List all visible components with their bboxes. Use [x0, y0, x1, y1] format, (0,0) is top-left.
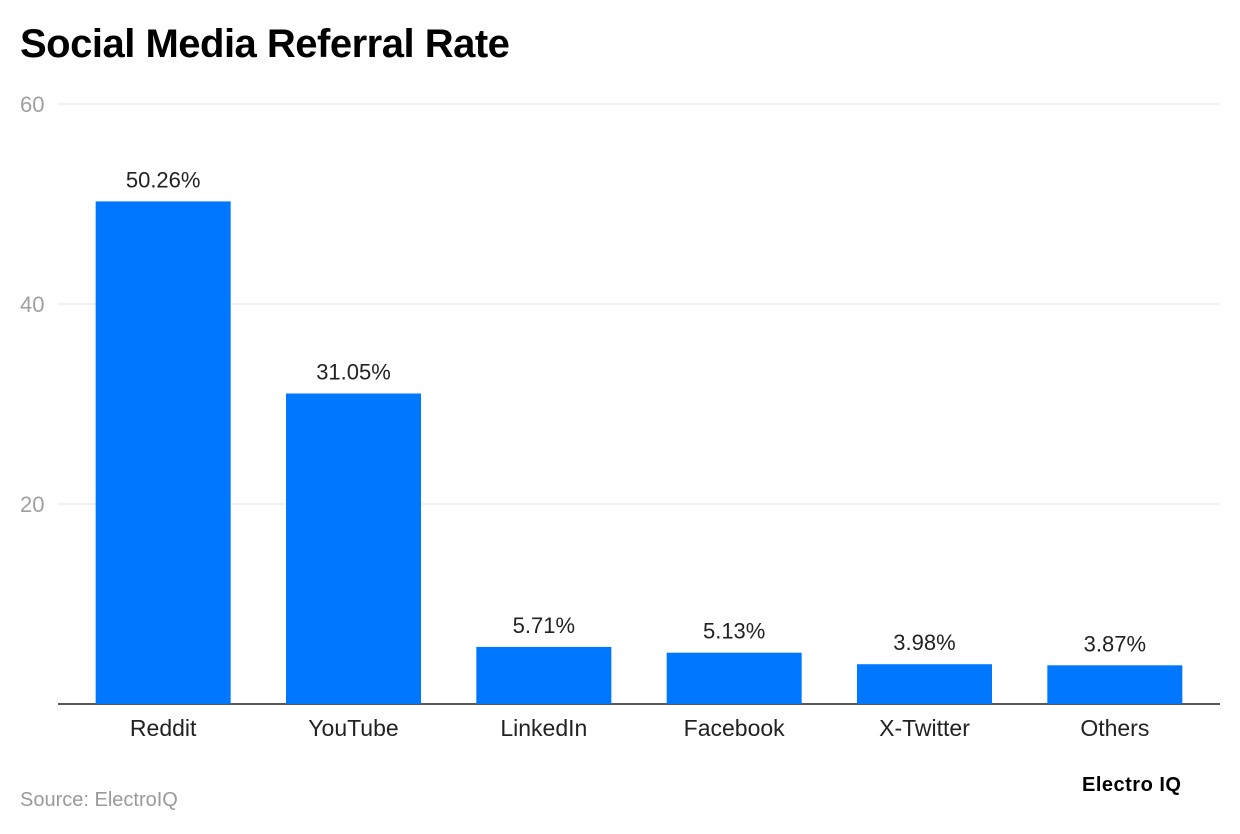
x-category-label: X-Twitter — [879, 715, 970, 741]
bar-facebook — [666, 652, 802, 704]
bar-linkedin — [476, 646, 612, 704]
bar-reddit — [95, 201, 231, 704]
bar-others — [1047, 665, 1183, 704]
x-category-label: Reddit — [130, 715, 197, 741]
x-category-label: LinkedIn — [500, 715, 587, 741]
bar-x-twitter — [857, 664, 992, 704]
data-label: 3.98% — [893, 630, 955, 655]
x-category-label: Facebook — [684, 715, 786, 741]
chart-title: Social Media Referral Rate — [20, 22, 510, 66]
x-category-label: Others — [1080, 715, 1149, 741]
bar-youtube — [286, 393, 421, 704]
y-tick-label: 40 — [20, 292, 44, 317]
data-label: 50.26% — [126, 167, 201, 192]
x-category-label: YouTube — [308, 715, 398, 741]
data-label: 3.87% — [1084, 631, 1146, 656]
y-tick-label: 60 — [20, 92, 44, 117]
brand-logo: Electro IQ — [1082, 774, 1182, 796]
bars — [95, 201, 1183, 704]
data-label: 5.71% — [513, 613, 575, 638]
labels: 20 40 60 50.26% Reddit 31.05% YouTube 5.71% Link… — [20, 92, 1149, 741]
source-note: Source: ElectroIQ — [20, 789, 178, 811]
y-tick-label: 20 — [20, 492, 44, 517]
data-label: 31.05% — [316, 360, 391, 385]
data-label: 5.13% — [703, 619, 765, 644]
gridlines — [58, 103, 1220, 705]
